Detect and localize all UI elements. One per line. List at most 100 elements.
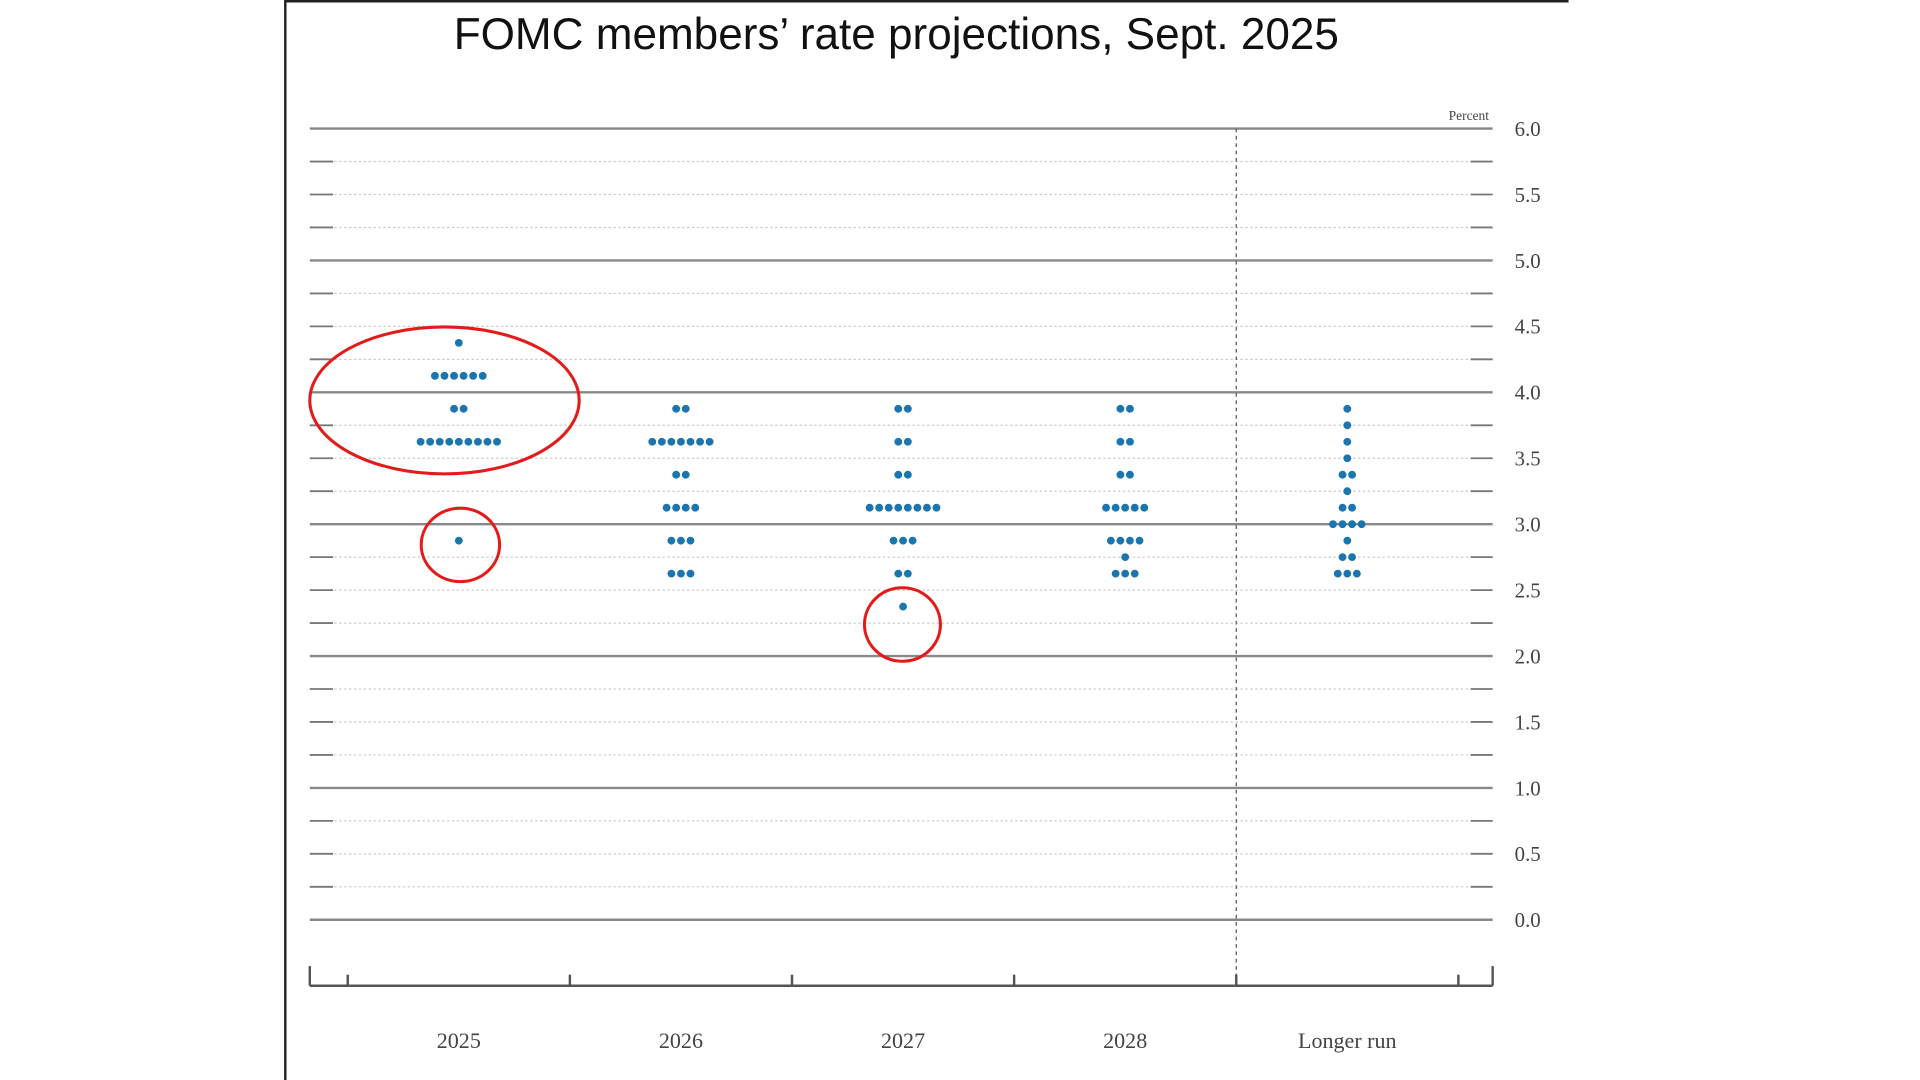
dot bbox=[1135, 536, 1144, 545]
dot bbox=[426, 437, 435, 446]
dot bbox=[1121, 503, 1130, 512]
dot bbox=[705, 437, 714, 446]
y-tick-label: 4.5 bbox=[1515, 315, 1541, 339]
dot bbox=[1338, 470, 1347, 479]
y-tick-label: 5.5 bbox=[1515, 183, 1541, 207]
dot bbox=[1116, 470, 1125, 479]
dot bbox=[450, 404, 458, 413]
y-tick-label: 3.5 bbox=[1515, 447, 1541, 471]
dot bbox=[473, 437, 482, 446]
dot bbox=[1130, 569, 1139, 578]
y-tick-label: 2.0 bbox=[1515, 644, 1541, 668]
highlight-ellipse bbox=[308, 325, 581, 476]
dot bbox=[1116, 437, 1125, 446]
x-tick-label: 2028 bbox=[1103, 1028, 1147, 1053]
dot bbox=[1348, 520, 1356, 529]
dot bbox=[1357, 520, 1366, 529]
dot bbox=[1338, 520, 1347, 529]
dot bbox=[1343, 454, 1352, 463]
dot bbox=[1338, 553, 1347, 562]
dot bbox=[899, 602, 907, 611]
dot bbox=[1111, 503, 1120, 512]
y-tick-label: 0.0 bbox=[1515, 908, 1541, 932]
dot bbox=[1126, 536, 1134, 545]
x-tick-label: 2025 bbox=[437, 1028, 481, 1053]
dot bbox=[1343, 536, 1352, 545]
dot bbox=[677, 569, 685, 578]
dot bbox=[483, 437, 492, 446]
dot bbox=[677, 437, 685, 446]
y-tick-label: 3.0 bbox=[1515, 513, 1541, 537]
dot bbox=[884, 503, 893, 512]
y-tick-label: 1.5 bbox=[1515, 710, 1541, 734]
y-tick-label: 0.5 bbox=[1515, 842, 1541, 866]
dot bbox=[469, 371, 478, 380]
dot bbox=[686, 437, 695, 446]
dot bbox=[1333, 569, 1342, 578]
dot bbox=[681, 470, 690, 479]
dot bbox=[450, 371, 458, 380]
dot bbox=[1348, 470, 1356, 479]
dot bbox=[913, 503, 922, 512]
dot bbox=[667, 569, 676, 578]
dot bbox=[1348, 503, 1356, 512]
dot bbox=[440, 371, 449, 380]
dot bbox=[1102, 503, 1110, 512]
dot bbox=[889, 536, 898, 545]
dot bbox=[1348, 553, 1356, 562]
dot bbox=[1116, 404, 1125, 413]
dot bbox=[932, 503, 941, 512]
dot bbox=[903, 503, 912, 512]
dot bbox=[894, 437, 903, 446]
dot bbox=[1343, 487, 1352, 496]
highlight-circle bbox=[419, 506, 502, 584]
dot bbox=[672, 470, 681, 479]
dot bbox=[672, 404, 681, 413]
dot bbox=[686, 569, 695, 578]
dot bbox=[903, 569, 912, 578]
x-tick-label: 2027 bbox=[881, 1028, 925, 1053]
dot bbox=[648, 437, 657, 446]
dot bbox=[1343, 437, 1352, 446]
x-tick-label: 2026 bbox=[659, 1028, 703, 1053]
dot bbox=[416, 437, 425, 446]
dot bbox=[1111, 569, 1120, 578]
dot bbox=[445, 437, 454, 446]
dot bbox=[1106, 536, 1115, 545]
dot bbox=[459, 404, 468, 413]
dot bbox=[696, 437, 704, 446]
dot bbox=[865, 503, 874, 512]
dot bbox=[899, 536, 907, 545]
dot bbox=[681, 503, 690, 512]
dot bbox=[431, 371, 439, 380]
dot bbox=[667, 437, 676, 446]
y-tick-label: 2.5 bbox=[1515, 578, 1541, 602]
y-tick-label: 4.0 bbox=[1515, 381, 1541, 405]
x-tick-label: Longer run bbox=[1298, 1028, 1397, 1053]
dot bbox=[908, 536, 917, 545]
dot bbox=[454, 536, 463, 545]
dot bbox=[894, 503, 903, 512]
dot bbox=[1121, 553, 1130, 562]
y-tick-label: 1.0 bbox=[1515, 776, 1541, 800]
dot bbox=[875, 503, 884, 512]
highlight-circle bbox=[862, 586, 942, 663]
dot bbox=[1329, 520, 1337, 529]
y-tick-label: 5.0 bbox=[1515, 249, 1541, 273]
dot bbox=[903, 437, 912, 446]
dot bbox=[1352, 569, 1361, 578]
dot bbox=[1121, 569, 1130, 578]
unit-label: Percent bbox=[1449, 108, 1490, 123]
dot bbox=[1126, 404, 1134, 413]
dot bbox=[464, 437, 473, 446]
dot bbox=[1343, 421, 1352, 430]
dot bbox=[454, 338, 463, 347]
dot bbox=[1343, 569, 1352, 578]
dot bbox=[493, 437, 501, 446]
dot bbox=[681, 404, 690, 413]
dot bbox=[903, 404, 912, 413]
dot bbox=[459, 371, 468, 380]
dot bbox=[662, 503, 671, 512]
